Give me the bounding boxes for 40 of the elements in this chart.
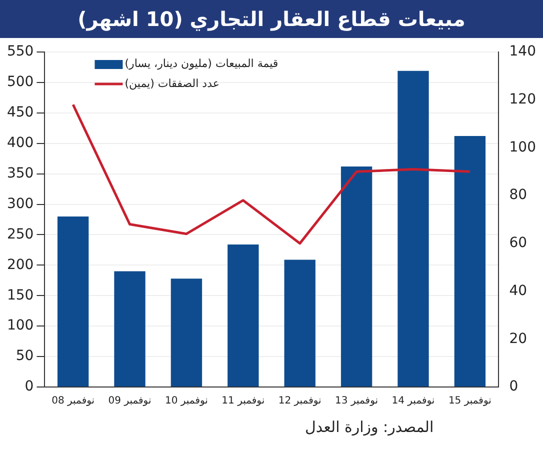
y2-tick-label: 80	[509, 187, 528, 204]
y-tick-label: 450	[6, 104, 34, 121]
bar	[57, 216, 89, 386]
bar	[340, 166, 372, 386]
y-tick-label: 100	[6, 318, 34, 334]
legend-label: عدد الصفقات (يمين)	[124, 76, 220, 90]
y2-tick-label: 20	[509, 330, 528, 347]
y2-tick-label: 0	[509, 378, 518, 395]
bar	[454, 136, 486, 386]
text: المصدر: وزارة العدل	[304, 418, 435, 436]
x-tick-label: نوفمبر 12	[278, 396, 322, 407]
x-tick-label: نوفمبر 14	[392, 396, 435, 407]
y-tick-label: 150	[6, 287, 34, 304]
y2-tick-label: 140	[509, 44, 536, 60]
chart-title: مبيعات قطاع العقار التجاري (10 اشهر)	[0, 0, 543, 38]
bar	[398, 70, 429, 386]
y-tick-label: 500	[6, 74, 34, 90]
y2-tick-label: 120	[509, 92, 536, 108]
y2-tick-label: 100	[509, 139, 536, 156]
y-tick-label: 400	[6, 135, 34, 152]
x-tick-label: نوفمبر 15	[448, 396, 492, 407]
bar	[228, 244, 259, 386]
bar	[114, 271, 146, 386]
legend-label: قيمة المبيعات (مليون دينار، يسار)	[124, 56, 278, 70]
y-tick-label: 550	[6, 44, 34, 60]
x-tick-label: نوفمبر 13	[335, 396, 378, 407]
x-tick-label: نوفمبر 09	[108, 396, 152, 407]
y-tick-label: 250	[6, 226, 34, 242]
y-tick-label: 350	[6, 165, 34, 182]
y-tick-label: 200	[6, 256, 34, 273]
y-tick-label: 50	[16, 348, 34, 364]
y-tick-label: 0	[24, 378, 34, 395]
x-tick-label: نوفمبر 08	[52, 396, 95, 407]
bar	[284, 260, 316, 386]
x-tick-label: نوفمبر 10	[164, 396, 208, 407]
y-tick-label: 300	[6, 196, 34, 212]
y2-tick-label: 60	[509, 235, 528, 252]
bar	[170, 278, 202, 386]
y2-tick-label: 40	[509, 282, 528, 299]
x-tick-label: نوفمبر 11	[222, 396, 265, 407]
